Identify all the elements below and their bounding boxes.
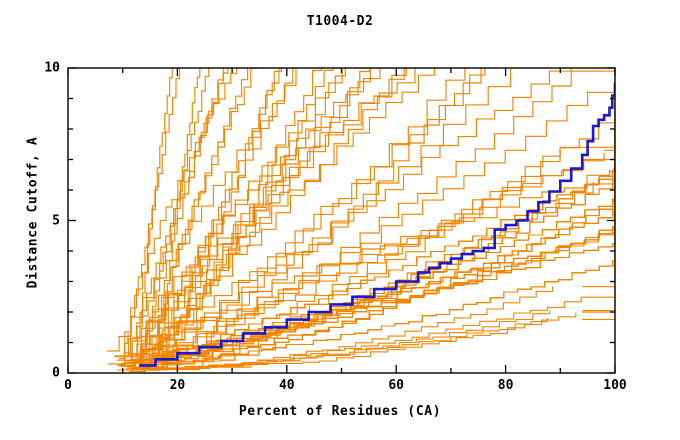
background-curve-tail [549, 68, 615, 72]
background-curve [159, 68, 201, 369]
background-curve-tail [609, 104, 615, 173]
background-curve [130, 68, 371, 361]
background-curve [148, 70, 550, 357]
background-curve [129, 318, 548, 372]
background-curve-tail [612, 155, 615, 202]
background-curve-tail [612, 192, 615, 245]
background-curve [125, 68, 466, 357]
background-curve [118, 68, 238, 366]
background-curve-tail [604, 83, 615, 151]
background-curve [151, 68, 280, 357]
x-tick-label-60: 60 [388, 378, 405, 393]
background-curve [155, 170, 614, 358]
y-tick-label-10: 10 [44, 60, 60, 76]
background-curve [131, 233, 614, 364]
background-curve [125, 68, 436, 364]
background-curve [107, 68, 512, 365]
background-curve [153, 200, 614, 369]
background-curve [152, 226, 614, 365]
background-curve-tail [612, 167, 615, 231]
background-curve-tail [612, 123, 615, 182]
background-curve [134, 91, 589, 355]
background-curve-tail [612, 146, 615, 201]
y-tick-label-0: 0 [52, 365, 60, 381]
chart-title: T1004-D2 [306, 14, 374, 29]
background-curve [107, 68, 297, 352]
background-curve-tail [582, 193, 615, 298]
background-curve [121, 228, 614, 367]
background-curve [121, 68, 180, 368]
background-curve-tail [612, 158, 615, 213]
background-curve-tail [612, 114, 615, 170]
background-curve [149, 68, 572, 363]
background-curve [150, 68, 486, 368]
background-curve [119, 68, 225, 360]
background-curve-tail [571, 68, 615, 72]
axes-group [67, 67, 616, 374]
background-curve [128, 68, 416, 355]
background-curve [117, 68, 405, 367]
background-curve [131, 312, 577, 371]
background-curve [115, 68, 343, 357]
x-tick-label-100: 100 [603, 378, 627, 393]
background-curve [125, 68, 482, 363]
background-curve-tail [582, 92, 615, 161]
background-curve [114, 169, 611, 358]
x-tick-label-40: 40 [278, 378, 295, 393]
background-curve [134, 68, 249, 362]
background-curve [156, 152, 605, 362]
background-curve-tail [582, 208, 615, 313]
x-tick-label-20: 20 [169, 378, 186, 393]
background-curve-tail [593, 116, 615, 185]
background-curve [150, 260, 614, 366]
background-curve [155, 170, 614, 358]
highlight-series-group [139, 83, 615, 367]
background-curve-tail [598, 68, 615, 124]
background-series-group [107, 68, 615, 372]
background-curve-tail [612, 182, 615, 262]
background-curve-tail [582, 215, 615, 320]
background-curve-tail [582, 183, 615, 288]
x-tick-label-80: 80 [497, 378, 514, 393]
background-curve [127, 68, 229, 356]
highlight-curve [139, 83, 615, 367]
background-curve [155, 170, 614, 358]
background-curve [152, 68, 282, 354]
background-curve [137, 68, 384, 360]
background-curve-tail [612, 124, 615, 172]
background-curve-tail [612, 145, 615, 228]
x-tick-label-0: 0 [64, 378, 72, 393]
background-curve [184, 181, 594, 367]
background-curve-tail [612, 147, 615, 234]
background-curve-tail [582, 206, 615, 312]
x-axis-label: Percent of Residues (CA) [238, 404, 442, 419]
background-curve [120, 243, 614, 365]
y-tick-label-5: 5 [52, 213, 60, 228]
background-curve [141, 296, 582, 371]
background-curve-tail [560, 80, 615, 148]
background-curve-tail [587, 68, 615, 93]
